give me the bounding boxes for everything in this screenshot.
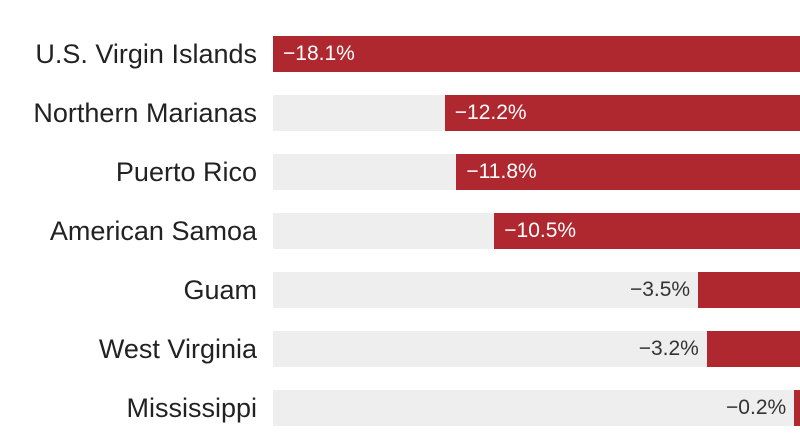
value-label: −18.1% bbox=[283, 42, 355, 65]
value-label: −11.8% bbox=[466, 160, 537, 183]
bar-track: −12.2% bbox=[273, 95, 800, 131]
category-label: Guam bbox=[183, 275, 257, 305]
bar bbox=[698, 272, 800, 308]
category-label: Mississippi bbox=[126, 393, 257, 423]
bar bbox=[456, 154, 800, 190]
category-label: U.S. Virgin Islands bbox=[35, 39, 257, 69]
category-label: Puerto Rico bbox=[115, 157, 257, 187]
bar-track: −10.5% bbox=[273, 213, 800, 249]
bar-track: −11.8% bbox=[273, 154, 800, 190]
bar-track: −0.2% bbox=[273, 390, 800, 426]
value-label: −3.5% bbox=[629, 278, 691, 301]
bar-track: −18.1% bbox=[273, 36, 800, 72]
bar bbox=[794, 390, 800, 426]
value-label: −12.2% bbox=[454, 101, 527, 124]
value-label: −0.2% bbox=[726, 396, 787, 419]
category-label: American Samoa bbox=[49, 216, 257, 246]
bar bbox=[444, 95, 800, 131]
category-label: Northern Marianas bbox=[33, 98, 257, 128]
bar-track: −3.2% bbox=[273, 331, 800, 367]
value-label: −3.2% bbox=[638, 337, 699, 360]
bar bbox=[273, 36, 800, 72]
value-label: −10.5% bbox=[504, 219, 577, 242]
bar bbox=[494, 213, 800, 249]
bar-track: −3.5% bbox=[273, 272, 800, 308]
category-label: West Virginia bbox=[98, 334, 257, 364]
title-fragment bbox=[115, 0, 215, 8]
bar bbox=[706, 331, 800, 367]
